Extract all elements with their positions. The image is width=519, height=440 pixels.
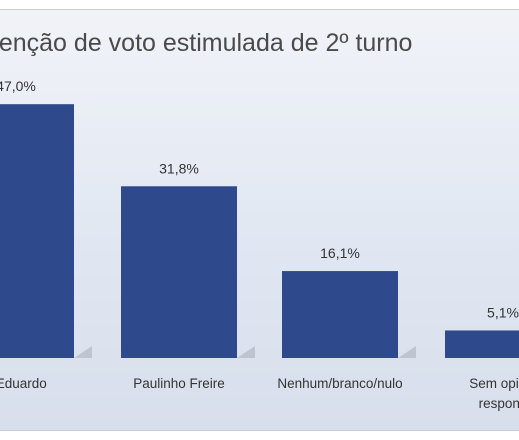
bar-shadow <box>237 346 255 358</box>
category-label-0: s Eduardo <box>0 376 47 391</box>
category-label-2: Nenhum/branco/nulo <box>277 376 402 391</box>
chart-title: ntenção de voto estimulada de 2º turno <box>0 29 413 57</box>
chart-area: ntenção de voto estimulada de 2º turno 4… <box>0 9 519 431</box>
value-label-0: 47,0% <box>0 78 36 94</box>
value-label-1: 31,8% <box>159 160 199 176</box>
category-label-3-0: Sem opiniã <box>469 376 519 391</box>
bar-plot: 47,0% s Eduardo 31,8% Paulinho Freire 16,1% N… <box>0 78 519 411</box>
bar-shadow <box>74 346 92 358</box>
value-label-3: 5,1% <box>487 304 519 320</box>
category-label-1: Paulinho Freire <box>133 376 225 391</box>
bar-2 <box>282 271 398 358</box>
category-label-3-1: respond <box>479 396 519 411</box>
bar-3 <box>445 330 519 358</box>
bar-shadow <box>398 346 416 358</box>
bar-0 <box>0 104 74 358</box>
value-label-2: 16,1% <box>320 245 360 261</box>
bar-1 <box>121 186 237 358</box>
